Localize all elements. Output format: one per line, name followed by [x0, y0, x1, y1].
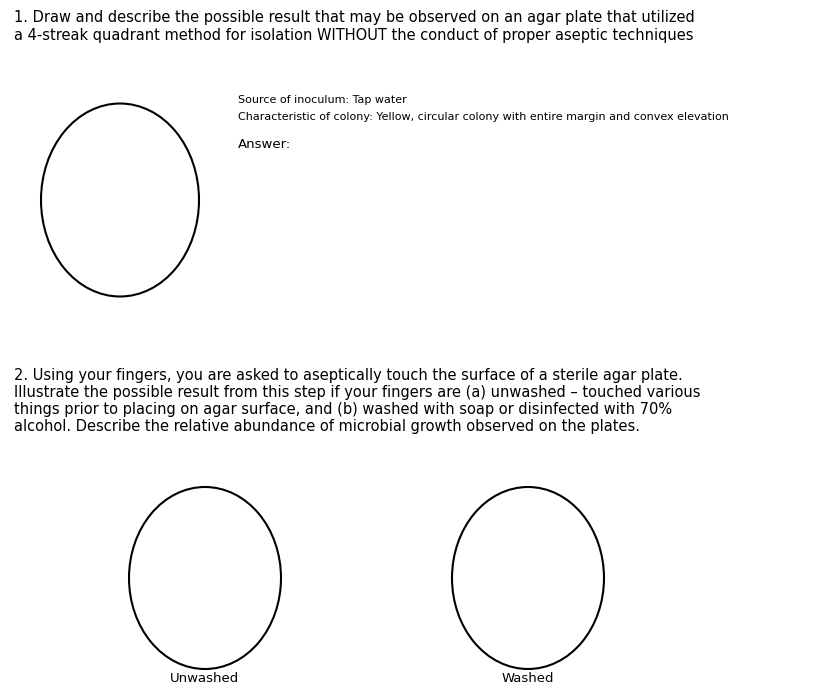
Text: Characteristic of colony: Yellow, circular colony with entire margin and convex : Characteristic of colony: Yellow, circul…	[238, 112, 729, 122]
Text: things prior to placing on agar surface, and (b) washed with soap or disinfected: things prior to placing on agar surface,…	[14, 402, 672, 417]
Text: 2. Using your fingers, you are asked to aseptically touch the surface of a steri: 2. Using your fingers, you are asked to …	[14, 368, 683, 383]
Text: a 4-streak quadrant method for isolation WITHOUT the conduct of proper aseptic t: a 4-streak quadrant method for isolation…	[14, 28, 694, 43]
Text: 1. Draw and describe the possible result that may be observed on an agar plate t: 1. Draw and describe the possible result…	[14, 10, 694, 25]
Text: Answer:: Answer:	[238, 138, 291, 151]
Text: Source of inoculum: Tap water: Source of inoculum: Tap water	[238, 95, 407, 105]
Text: Illustrate the possible result from this step if your fingers are (a) unwashed –: Illustrate the possible result from this…	[14, 385, 700, 400]
Text: Unwashed: Unwashed	[171, 672, 239, 685]
Text: alcohol. Describe the relative abundance of microbial growth observed on the pla: alcohol. Describe the relative abundance…	[14, 419, 640, 434]
Text: Washed: Washed	[502, 672, 554, 685]
